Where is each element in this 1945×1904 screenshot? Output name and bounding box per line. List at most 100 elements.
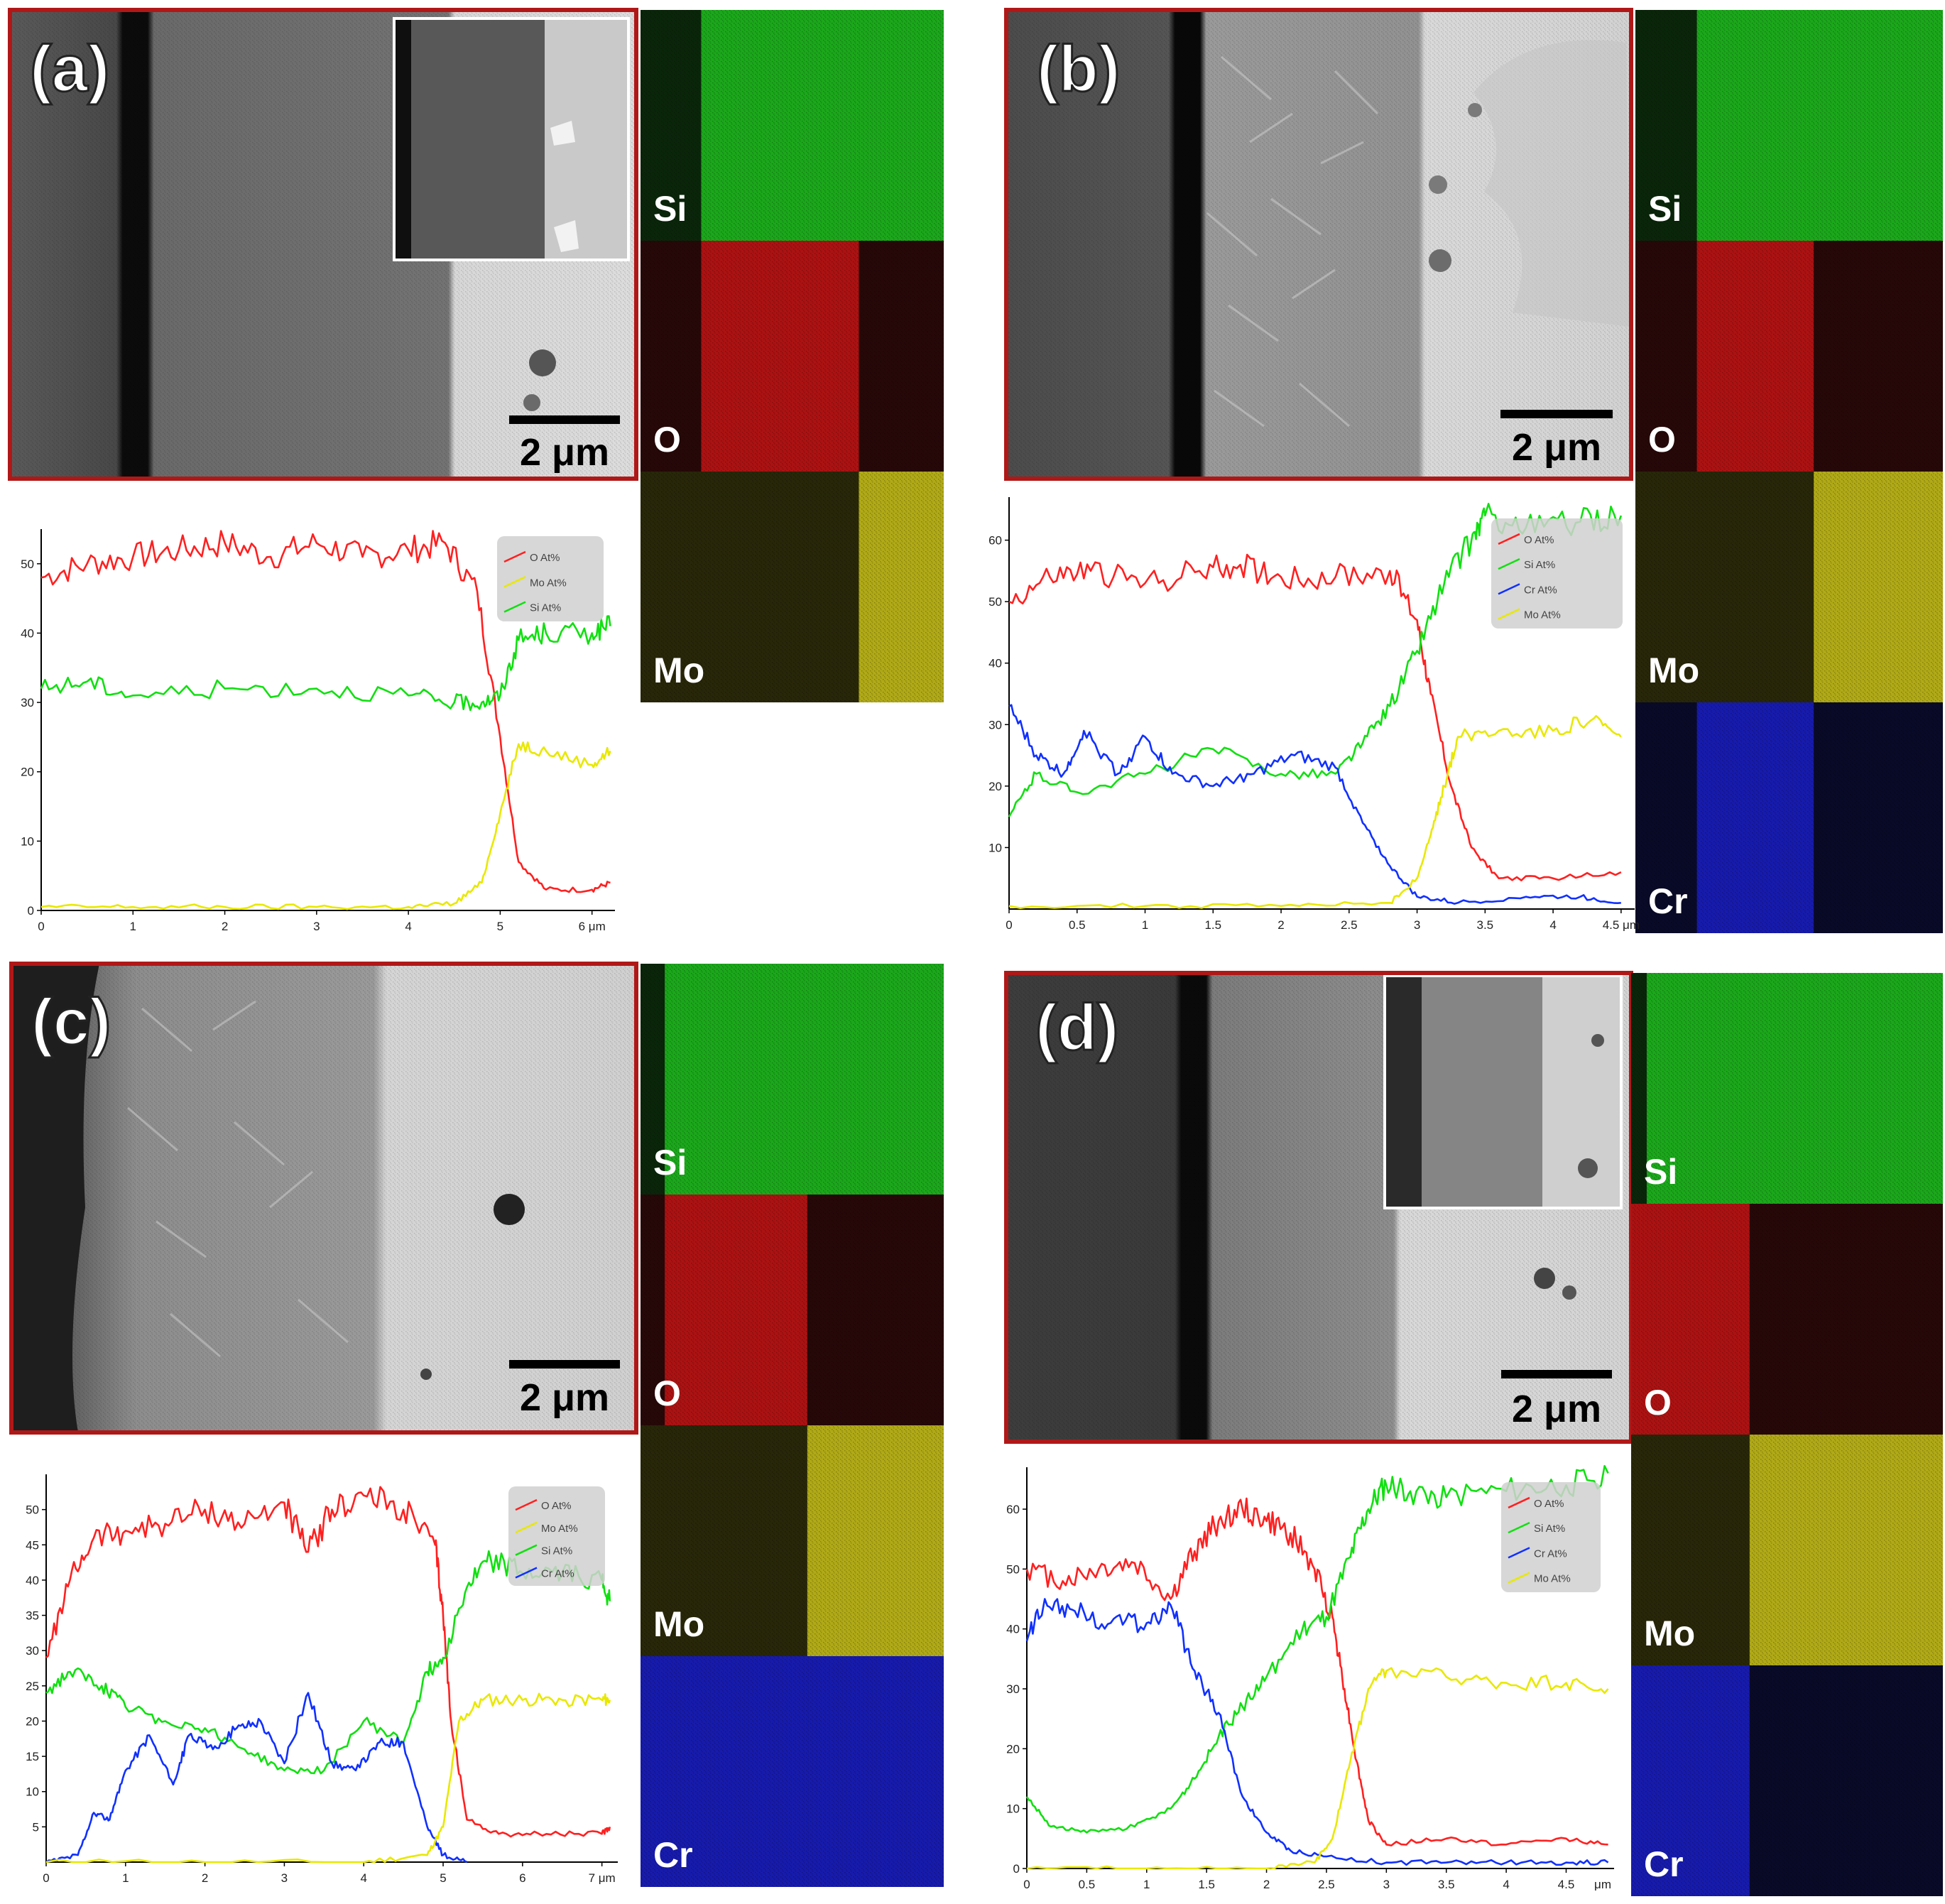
legend-label: Mo At%: [1524, 609, 1561, 621]
y-tick-label: 35: [26, 1609, 39, 1623]
panel-a-eds-maps: Si O Mo: [641, 10, 944, 702]
x-tick-label: 6 μm: [579, 920, 606, 933]
x-tick-label: 2.5: [1318, 1878, 1335, 1891]
legend-label: Mo At%: [541, 1523, 578, 1535]
y-tick-label: 40: [21, 626, 34, 640]
legend-swatch: [1508, 1572, 1530, 1584]
map-si-c: Si: [641, 964, 944, 1195]
legend-swatch: [503, 601, 526, 613]
y-tick-label: 40: [26, 1574, 39, 1587]
panel-b-scale-label: 2 μm: [1512, 426, 1601, 469]
legend-swatch: [1498, 558, 1520, 570]
x-tick-label: 5: [497, 920, 503, 933]
map-label-si: Si: [1648, 189, 1682, 229]
series-o-line: [40, 530, 611, 893]
x-tick-label: 0: [38, 920, 44, 933]
x-tick-label: 3: [281, 1871, 288, 1885]
panel-d-scale-bar: [1501, 1370, 1612, 1378]
x-tick-label: 0.5: [1069, 918, 1086, 932]
map-label-mo: Mo: [1648, 651, 1699, 690]
legend-label: Cr At%: [1524, 584, 1557, 596]
x-tick-label: 2: [222, 920, 228, 933]
x-tick-label: 2: [1277, 918, 1284, 932]
y-tick-label: 50: [988, 595, 1002, 609]
x-tick-label: 5: [440, 1871, 446, 1885]
legend-box: [1501, 1482, 1601, 1592]
map-label-si: Si: [1644, 1152, 1677, 1192]
y-tick-label: 30: [1006, 1682, 1020, 1696]
panel-b-frame: [1004, 8, 1633, 481]
map-cr-b: Cr: [1635, 702, 1943, 933]
map-label-cr: Cr: [653, 1835, 693, 1875]
y-tick-label: 0: [1013, 1862, 1020, 1876]
x-tick-label: 4: [405, 920, 411, 933]
legend-label: O At%: [530, 552, 560, 564]
y-tick-label: 10: [21, 834, 34, 848]
map-si-a: Si: [641, 10, 944, 241]
series-mo-line: [1026, 1667, 1609, 1870]
panel-d-label: (d): [1035, 991, 1118, 1064]
legend-label: Si At%: [1534, 1523, 1565, 1535]
panel-c-needle-texture: [127, 1000, 349, 1358]
map-label-cr: Cr: [1648, 881, 1688, 921]
x-tick-label: 4: [1549, 918, 1556, 932]
chart-a: 0 10 20 30 40 50 0 1 2 3 4 5 6 μm O At% Mo At% Si At%: [21, 529, 615, 933]
panel-c-label: (c): [31, 986, 111, 1058]
legend-swatch: [515, 1544, 538, 1556]
legend-swatch: [515, 1567, 538, 1579]
panel-a-label: (a): [30, 33, 109, 105]
y-tick-label: 20: [988, 780, 1002, 793]
panel-c-sem: 2 μm (c): [9, 962, 638, 1435]
panel-c-eds-maps: Si O Mo Cr: [641, 964, 944, 1887]
legend-label: O At%: [1534, 1498, 1564, 1510]
legend-box: [497, 536, 604, 621]
map-label-o: O: [653, 1373, 681, 1413]
legend: O At% Si At% Cr At% Mo At%: [1501, 1482, 1601, 1592]
x-tick-label: 0: [43, 1871, 49, 1885]
panel-b-needle-texture: [1206, 55, 1379, 428]
map-label-o: O: [653, 420, 681, 459]
panel-b-sem: 2 μm (b): [1004, 8, 1633, 481]
x-tick-label: 0.5: [1079, 1878, 1096, 1891]
x-unit-label: μm: [1594, 1878, 1611, 1891]
y-tick-label: 10: [988, 841, 1002, 854]
y-tick-label: 15: [26, 1750, 39, 1763]
x-tick-label: 1.5: [1204, 918, 1221, 932]
map-label-si: Si: [653, 1143, 687, 1182]
x-tick-label: 3: [1383, 1878, 1390, 1891]
panel-b-scale-bar: [1500, 410, 1613, 418]
map-o-c: O: [641, 1195, 944, 1425]
panel-a-scale-label: 2 μm: [520, 431, 609, 474]
x-tick-label: 1: [1142, 918, 1148, 932]
series-si-line: [40, 615, 611, 712]
legend-label: Mo At%: [530, 577, 567, 589]
panel-a-scale-bar: [509, 415, 620, 424]
map-o-b: O: [1635, 241, 1943, 472]
map-mo-a: Mo: [641, 472, 944, 702]
legend-swatch: [1508, 1522, 1530, 1534]
x-tick-label: 1: [1143, 1878, 1150, 1891]
legend-label: Si At%: [530, 602, 561, 614]
legend-swatch: [1498, 533, 1520, 545]
panel-d-eds-maps: Si O Mo Cr: [1631, 973, 1943, 1896]
legend-swatch: [503, 550, 526, 563]
x-tick-label: 1.5: [1198, 1878, 1215, 1891]
series-mo-line: [1008, 714, 1622, 909]
map-label-o: O: [1644, 1383, 1672, 1422]
series-cr-line: [45, 1692, 468, 1864]
x-tick-label: 3.5: [1438, 1878, 1455, 1891]
legend-swatch: [503, 576, 526, 588]
legend-swatch: [515, 1521, 538, 1533]
legend-box: [1491, 518, 1623, 629]
panel-c-frame: [9, 962, 638, 1435]
panel-a-inset-image: [393, 17, 630, 261]
map-label-mo: Mo: [653, 651, 704, 690]
legend-label: Cr At%: [541, 1568, 574, 1580]
x-tick-label: 1: [130, 920, 136, 933]
legend-label: O At%: [1524, 534, 1554, 546]
y-tick-label: 50: [26, 1503, 39, 1517]
y-tick-label: 10: [1006, 1802, 1020, 1816]
legend: O At% Si At% Cr At% Mo At%: [1491, 518, 1623, 629]
